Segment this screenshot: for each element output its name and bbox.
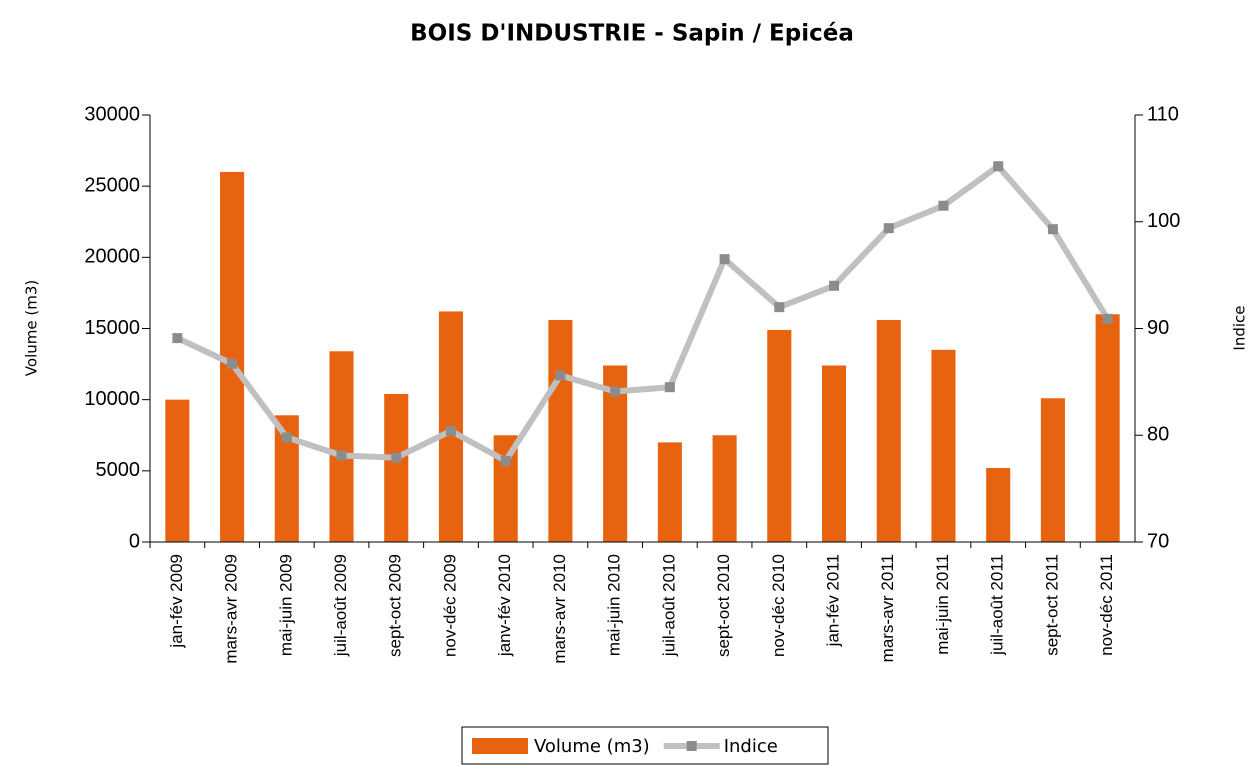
y2-axis-title: Indice xyxy=(1231,305,1249,350)
marker xyxy=(336,450,347,461)
x-tick-label: nov-déc 2010 xyxy=(769,554,788,657)
bar xyxy=(657,442,682,542)
line xyxy=(176,163,1111,464)
x-tick-label: mars-avr 2009 xyxy=(222,554,241,664)
y2-tick-label: 90 xyxy=(1147,317,1169,339)
x-tick-label: nov-déc 2009 xyxy=(440,554,459,657)
marker xyxy=(829,280,840,291)
marker xyxy=(610,386,621,397)
bar xyxy=(712,435,737,542)
legend-swatch xyxy=(472,738,528,754)
y2-tick-label: 80 xyxy=(1147,424,1169,446)
y-tick-label: 30000 xyxy=(84,103,140,125)
chart-title: BOIS D'INDUSTRIE - Sapin / Epicéa xyxy=(410,21,854,47)
y-tick-label: 0 xyxy=(129,530,140,552)
y-tick-label: 25000 xyxy=(84,174,140,196)
x-tick-label: mars-avr 2011 xyxy=(878,554,897,662)
bar xyxy=(165,399,190,542)
bar xyxy=(329,351,354,542)
x-tick-label: juil-août 2011 xyxy=(988,554,1007,656)
x-tick-label: mars-avr 2010 xyxy=(550,554,569,664)
marker xyxy=(445,425,456,436)
bar xyxy=(821,365,847,542)
x-tick-label: mai-juin 2009 xyxy=(276,554,295,656)
marker xyxy=(391,452,402,463)
bar xyxy=(384,393,409,542)
marker xyxy=(172,333,183,344)
y-tick-label: 10000 xyxy=(84,388,140,410)
x-tick-label: sept-oct 2011 xyxy=(1042,554,1061,656)
x-tick-label: sept-oct 2009 xyxy=(386,554,405,657)
x-tick-label: juil-août 2010 xyxy=(659,554,678,657)
legend-label: Indice xyxy=(724,736,778,757)
x-tick-label: janv-fév 2010 xyxy=(495,554,514,657)
x-tick-label: mai-juin 2010 xyxy=(605,554,624,656)
marker xyxy=(938,200,949,211)
marker xyxy=(500,455,511,466)
bar xyxy=(548,319,573,542)
marker xyxy=(993,161,1004,172)
bar xyxy=(1095,314,1120,542)
x-tick-label: jan-fév 2011 xyxy=(824,554,843,647)
bar xyxy=(1040,398,1065,542)
legend-marker xyxy=(686,741,697,751)
x-tick-label: juil-août 2009 xyxy=(331,554,350,657)
bar xyxy=(931,349,956,542)
y-axis-title: Volume (m3) xyxy=(23,280,41,376)
marker xyxy=(1102,313,1113,324)
y2-tick-label: 100 xyxy=(1147,210,1180,232)
bar xyxy=(876,319,901,542)
y-tick-label: 15000 xyxy=(84,317,140,339)
x-tick-label: jan-fév 2009 xyxy=(167,554,186,649)
bar xyxy=(986,467,1011,542)
marker xyxy=(555,370,566,381)
marker xyxy=(719,254,730,265)
marker xyxy=(774,302,785,313)
x-tick-label: nov-déc 2011 xyxy=(1097,554,1116,656)
y2-tick-label: 110 xyxy=(1147,103,1179,125)
legend-label: Volume (m3) xyxy=(534,736,650,757)
y-tick-label: 20000 xyxy=(84,246,140,268)
marker xyxy=(664,382,675,393)
x-tick-label: sept-oct 2010 xyxy=(714,554,733,657)
x-tick-label: mai-juin 2011 xyxy=(933,554,952,655)
y2-tick-label: 70 xyxy=(1147,530,1169,552)
marker xyxy=(1047,224,1058,235)
bar xyxy=(767,329,792,542)
y-tick-label: 5000 xyxy=(96,459,141,481)
marker xyxy=(883,223,894,234)
marker xyxy=(227,358,238,369)
marker xyxy=(281,432,292,443)
